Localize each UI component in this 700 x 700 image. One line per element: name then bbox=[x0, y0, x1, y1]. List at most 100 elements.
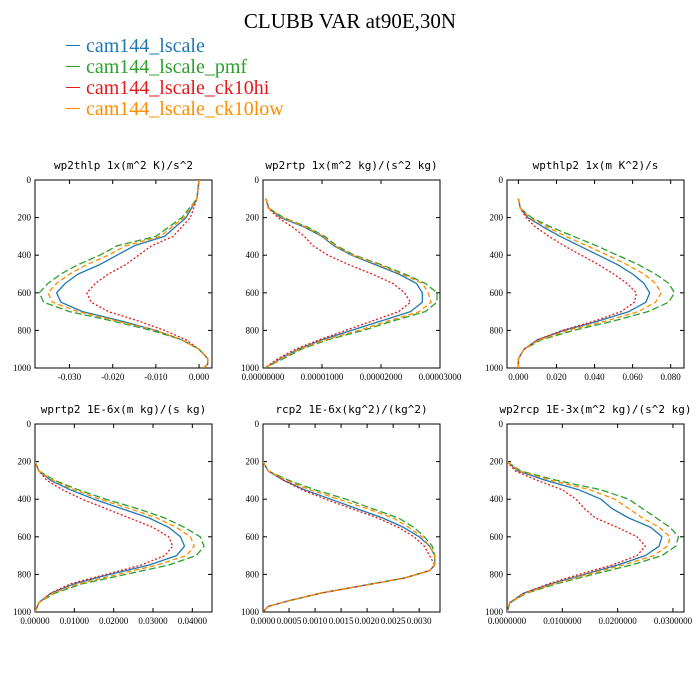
panel-0-ytick-label-2: 400 bbox=[18, 250, 32, 260]
panel-4-series-0 bbox=[263, 461, 436, 612]
legend-swatch-0 bbox=[66, 44, 80, 46]
panel-2: wpthlp2 1x(m K^2)/s 0 200 400 600 800 1000 0.00… bbox=[485, 159, 685, 382]
legend-label-3: cam144_lscale_ck10low bbox=[86, 98, 284, 120]
legend-label-1: cam144_lscale_pmf bbox=[86, 56, 248, 78]
panel-2-xtick-label-2: 0.040 bbox=[584, 372, 605, 382]
panel-4-ytick-label-2: 400 bbox=[246, 494, 260, 504]
panel-2-xtick-label-4: 0.080 bbox=[661, 372, 682, 382]
panel-3: wprtp2 1E-6x(m kg)/(s kg) 0 200 400 600 800 10… bbox=[13, 403, 213, 626]
panel-0: wp2thlp 1x(m^2 K)/s^2 0 200 400 600 800 1000 -0… bbox=[13, 159, 213, 382]
panel-4: rcp2 1E-6x(kg^2)/(kg^2) 0 200 400 600 800 1000… bbox=[241, 403, 441, 626]
panel-4-ytick-label-5: 1000 bbox=[241, 607, 260, 617]
panel-4-series-2 bbox=[263, 461, 436, 612]
panel-2-ytick-label-2: 400 bbox=[490, 250, 504, 260]
panel-1-xtick-label-3: 0.00003000 bbox=[419, 372, 462, 382]
panel-0-xtick-label-3: 0.000 bbox=[189, 372, 210, 382]
panel-3-title: wprtp2 1E-6x(m kg)/(s kg) bbox=[41, 403, 207, 416]
panel-1-ytick-label-1: 200 bbox=[246, 213, 260, 223]
panel-3-ytick-label-1: 200 bbox=[18, 457, 32, 467]
panel-4-xtick-label-4: 0.0020 bbox=[355, 616, 380, 626]
panel-1-frame bbox=[262, 179, 441, 369]
panel-1-ytick-label-0: 0 bbox=[255, 175, 260, 185]
panel-2-ytick-label-1: 200 bbox=[490, 213, 504, 223]
panel-5-xtick-label-3: 0.0300000 bbox=[654, 616, 693, 626]
panel-2-series-3 bbox=[517, 198, 662, 368]
panel-3-xtick-label-1: 0.01000 bbox=[60, 616, 90, 626]
panel-2-xtick-label-3: 0.060 bbox=[622, 372, 643, 382]
panel-1-ytick-label-5: 1000 bbox=[241, 363, 260, 373]
panel-1-ytick-label-4: 800 bbox=[246, 325, 260, 335]
panel-5-ytick-label-1: 200 bbox=[490, 457, 504, 467]
panel-5-ytick-label-3: 600 bbox=[490, 532, 504, 542]
panel-2-xtick-label-0: 0.000 bbox=[508, 372, 529, 382]
panel-1-series-3 bbox=[264, 198, 432, 368]
panel-0-frame bbox=[34, 179, 213, 369]
panel-5-series-0 bbox=[507, 461, 663, 612]
legend-item-3: cam144_lscale_ck10low bbox=[66, 99, 284, 120]
panel-3-ytick-label-5: 1000 bbox=[13, 607, 32, 617]
panel-4-ytick-label-1: 200 bbox=[246, 457, 260, 467]
panel-3-ytick-label-2: 400 bbox=[18, 494, 32, 504]
panel-2-frame bbox=[506, 179, 685, 369]
panel-5-ytick-label-0: 0 bbox=[499, 419, 504, 429]
panel-4-ytick-label-3: 600 bbox=[246, 532, 260, 542]
panel-5-series-3 bbox=[507, 461, 671, 612]
panel-0-title: wp2thlp 1x(m^2 K)/s^2 bbox=[54, 159, 193, 172]
panel-0-ytick-label-0: 0 bbox=[27, 175, 32, 185]
panel-1: wp2rtp 1x(m^2 kg)/(s^2 kg) 0 200 400 600 800 1… bbox=[241, 159, 462, 382]
panel-0-ytick-label-3: 600 bbox=[18, 288, 32, 298]
panel-5: wp2rcp 1E-3x(m^2 kg)/(s^2 kg) 0 200 400 600 8… bbox=[485, 403, 693, 626]
panel-0-ytick-label-1: 200 bbox=[18, 213, 32, 223]
panel-2-xtick-label-1: 0.020 bbox=[546, 372, 567, 382]
panel-1-series-0 bbox=[264, 198, 423, 368]
legend-item-2: cam144_lscale_ck10hi bbox=[66, 78, 284, 99]
panel-5-ytick-label-2: 400 bbox=[490, 494, 504, 504]
panel-1-xtick-label-0: 0.00000000 bbox=[242, 372, 285, 382]
panel-3-series-2 bbox=[35, 461, 174, 612]
panel-5-xtick-label-0: 0.0000000 bbox=[488, 616, 527, 626]
panel-5-ytick-label-4: 800 bbox=[490, 569, 504, 579]
panel-5-xtick-label-2: 0.0200000 bbox=[599, 616, 638, 626]
legend-item-1: cam144_lscale_pmf bbox=[66, 57, 284, 78]
panel-1-ytick-label-3: 600 bbox=[246, 288, 260, 298]
legend-swatch-1 bbox=[66, 65, 80, 67]
panel-4-xtick-label-6: 0.0030 bbox=[407, 616, 432, 626]
panel-2-title: wpthlp2 1x(m K^2)/s bbox=[533, 159, 659, 172]
panel-4-xtick-label-1: 0.0005 bbox=[277, 616, 302, 626]
panel-3-series-1 bbox=[35, 461, 205, 612]
panel-4-xtick-label-3: 0.0015 bbox=[329, 616, 354, 626]
panel-0-xtick-label-1: -0.020 bbox=[101, 372, 125, 382]
panel-2-ytick-label-4: 800 bbox=[490, 325, 504, 335]
panel-5-title: wp2rcp 1E-3x(m^2 kg)/(s^2 kg) bbox=[499, 403, 691, 416]
panel-4-ytick-label-0: 0 bbox=[255, 419, 260, 429]
panel-3-series-0 bbox=[35, 461, 186, 612]
legend: cam144_lscale cam144_lscale_pmf cam144_l… bbox=[66, 36, 284, 120]
panel-3-ytick-label-0: 0 bbox=[27, 419, 32, 429]
panel-0-series-3 bbox=[47, 180, 209, 368]
panel-4-title: rcp2 1E-6x(kg^2)/(kg^2) bbox=[275, 403, 427, 416]
panel-3-frame bbox=[34, 423, 213, 613]
panel-4-series-3 bbox=[263, 461, 436, 612]
legend-swatch-3 bbox=[66, 107, 80, 109]
panel-1-xtick-label-1: 0.00001000 bbox=[301, 372, 344, 382]
panel-4-frame bbox=[262, 423, 441, 613]
panel-2-ytick-label-5: 1000 bbox=[485, 363, 504, 373]
panel-4-xtick-label-5: 0.0025 bbox=[381, 616, 406, 626]
panel-1-ytick-label-2: 400 bbox=[246, 250, 260, 260]
panel-0-xtick-label-0: -0.030 bbox=[58, 372, 82, 382]
panel-4-series-1 bbox=[263, 461, 436, 612]
legend-label-0: cam144_lscale bbox=[86, 35, 205, 57]
panel-3-xtick-label-4: 0.04000 bbox=[178, 616, 208, 626]
legend-label-2: cam144_lscale_ck10hi bbox=[86, 77, 270, 99]
panel-1-title: wp2rtp 1x(m^2 kg)/(s^2 kg) bbox=[265, 159, 437, 172]
legend-swatch-2 bbox=[66, 86, 80, 88]
panel-3-ytick-label-3: 600 bbox=[18, 532, 32, 542]
panel-5-xtick-label-1: 0.0100000 bbox=[543, 616, 582, 626]
panel-4-xtick-label-0: 0.0000 bbox=[251, 616, 276, 626]
panel-5-frame bbox=[506, 423, 685, 613]
figure-title: CLUBB VAR at90E,30N bbox=[243, 9, 457, 33]
panel-4-ytick-label-4: 800 bbox=[246, 569, 260, 579]
panel-1-series-2 bbox=[264, 198, 412, 368]
